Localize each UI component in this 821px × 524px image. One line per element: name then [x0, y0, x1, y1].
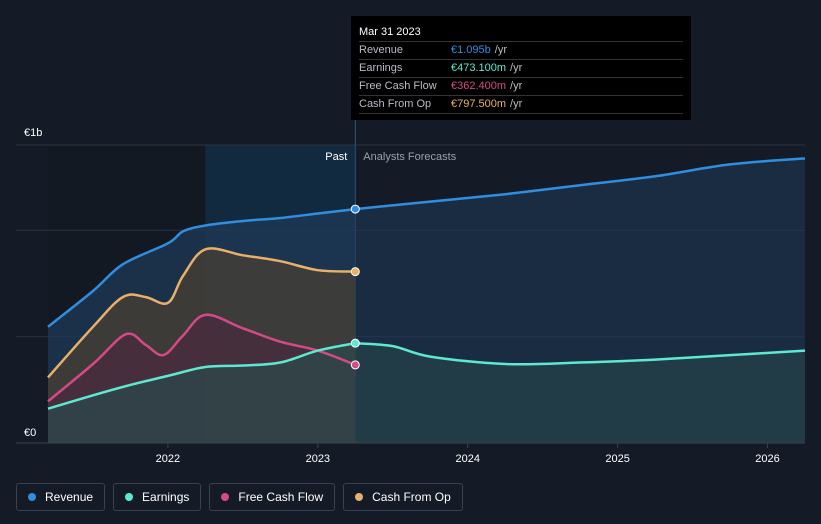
line-revenue: [47, 207, 356, 328]
tooltip-row-revenue: Revenue €1.095b /yr: [359, 41, 683, 59]
tooltip-value: €473.100m: [451, 62, 507, 74]
tooltip-label: Free Cash Flow: [359, 80, 437, 92]
x-tick-label: 2023: [306, 453, 330, 465]
legend-label: Cash From Op: [372, 490, 451, 504]
tooltip-row-earnings: Earnings €473.100m /yr: [359, 59, 683, 77]
tooltip-label: Earnings: [359, 62, 403, 74]
forecast-line-revenue: [355, 157, 806, 211]
tooltip-unit: /yr: [494, 44, 507, 56]
area-earnings: [48, 343, 356, 443]
tooltip-unit: /yr: [510, 80, 523, 92]
cash-from-op-dot-icon: [355, 493, 364, 501]
legend-item-free-cash-flow[interactable]: Free Cash Flow: [209, 483, 336, 511]
forecast-area-earnings: [355, 343, 805, 443]
x-tick-label: 2022: [156, 453, 180, 465]
line-earnings: [47, 341, 356, 410]
free-cash-flow-dot-icon: [221, 493, 230, 501]
tooltip-row-cash-from-op: Cash From Op €797.500m /yr: [359, 95, 683, 114]
tooltip-value: €797.500m: [451, 98, 507, 110]
forecast-label: Analysts Forecasts: [363, 151, 456, 163]
tooltip-row-free-cash-flow: Free Cash Flow €362.400m /yr: [359, 77, 683, 95]
past-label: Past: [325, 151, 347, 163]
revenue-dot-icon: [28, 493, 36, 501]
line-cash-from-op: [47, 247, 356, 379]
x-tick-label: 2026: [755, 453, 779, 465]
tooltip-value: €1.095b: [451, 44, 491, 56]
marker-earnings: [350, 338, 360, 348]
legend-label: Revenue: [45, 490, 94, 504]
marker-free-cash-flow: [350, 360, 360, 370]
tooltip-unit: /yr: [510, 62, 523, 74]
tooltip-unit: /yr: [510, 98, 523, 110]
marker-revenue: [350, 204, 360, 214]
legend-label: Free Cash Flow: [238, 490, 324, 504]
line-free-cash-flow: [47, 313, 356, 403]
tooltip-date: Mar 31 2023: [359, 26, 421, 38]
legend-item-earnings[interactable]: Earnings: [113, 483, 202, 511]
tooltip-label: Revenue: [359, 44, 404, 56]
y-axis-bottom-label: €0: [24, 427, 36, 439]
forecast-line-earnings: [355, 341, 806, 366]
legend-item-revenue[interactable]: Revenue: [16, 483, 106, 511]
legend: Revenue Earnings Free Cash Flow Cash Fro…: [16, 483, 463, 511]
legend-item-cash-from-op[interactable]: Cash From Op: [343, 483, 463, 511]
earnings-dot-icon: [125, 493, 134, 501]
marker-cash-from-op: [350, 267, 360, 277]
x-tick-label: 2025: [605, 453, 629, 465]
tooltip: Mar 31 2023 Revenue €1.095b /yr Earnings…: [351, 16, 691, 120]
tooltip-label: Cash From Op: [359, 98, 432, 110]
tooltip-value: €362.400m: [451, 80, 507, 92]
legend-label: Earnings: [142, 490, 190, 504]
x-tick-label: 2024: [455, 453, 479, 465]
y-axis-top-label: €1b: [24, 127, 42, 139]
